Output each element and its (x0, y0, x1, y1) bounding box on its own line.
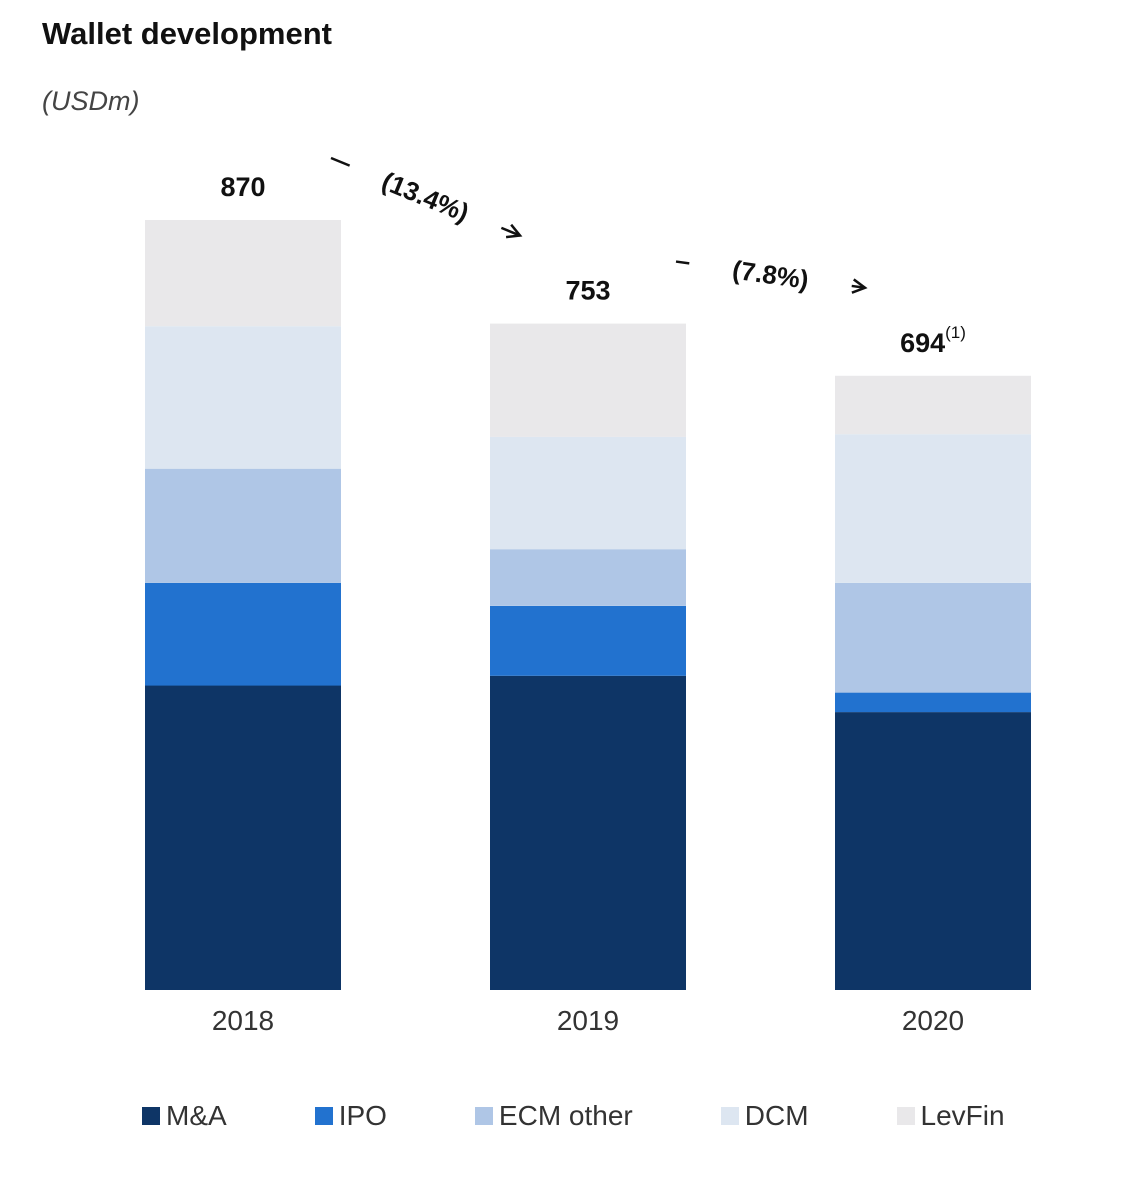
bar-segment-2020-dcm (835, 434, 1031, 583)
bar-segment-2020-m-a (835, 712, 1031, 990)
total-footnote-2020: (1) (945, 323, 966, 342)
annotation-arrow-line (500, 226, 521, 237)
legend-label-m-a: M&A (166, 1100, 227, 1131)
legend-swatch-m-a (142, 1107, 160, 1125)
bar-segment-2020-ecm-other (835, 582, 1031, 693)
change-annotation-2019-2020: (7.8%) (675, 255, 868, 295)
arrow-head (505, 223, 523, 239)
chart-legend: M&A IPO ECM other DCM LevFin (142, 1100, 1005, 1132)
bar-segment-2018-levfin (145, 220, 341, 327)
total-label-2019: 753 (565, 276, 610, 306)
x-tick-label-2020: 2020 (902, 1005, 964, 1036)
annotation-line (330, 156, 351, 167)
change-annotation-2018-2019: (13.4%) (330, 156, 523, 239)
bar-segment-2019-ecm-other (490, 549, 686, 606)
bar-segment-2018-m-a (145, 685, 341, 990)
legend-label-ecm-other: ECM other (498, 1100, 633, 1131)
bar-segment-2020-ipo (835, 692, 1031, 713)
legend-item-m-a: M&A (142, 1100, 227, 1132)
bar-segment-2018-dcm (145, 326, 341, 469)
x-tick-label-2018: 2018 (212, 1005, 274, 1036)
legend-item-ecm-other: ECM other (474, 1100, 633, 1132)
legend-swatch-dcm (720, 1107, 739, 1125)
stacked-bar-chart: 2018 870 2019 753 2020 694(1) (13.4%) (7.8%) (145, 156, 1031, 1036)
legend-item-dcm: DCM (720, 1100, 809, 1132)
bar-segment-2018-ipo (145, 582, 341, 686)
bar-segment-2019-ipo (490, 605, 686, 676)
total-label-2020: 694(1) (900, 323, 966, 358)
total-label-2018: 870 (220, 172, 265, 202)
arrow-head (851, 278, 868, 294)
annotation-label: (13.4%) (378, 166, 474, 228)
legend-label-levfin: LevFin (920, 1100, 1005, 1131)
chart-subtitle: (USDm) (42, 86, 140, 116)
chart-title: Wallet development (42, 16, 332, 51)
bar-segment-2019-dcm (490, 436, 686, 550)
legend-swatch-levfin (896, 1107, 915, 1125)
annotation-label: (7.8%) (731, 255, 811, 295)
legend-item-ipo: IPO (314, 1100, 387, 1132)
bar-segment-2019-m-a (490, 675, 686, 990)
legend-item-levfin: LevFin (896, 1100, 1005, 1132)
bar-segment-2020-levfin (835, 375, 1031, 435)
legend-label-dcm: DCM (744, 1100, 809, 1131)
annotation-line (675, 260, 690, 265)
legend-swatch-ecm-other (474, 1107, 493, 1125)
bar-segment-2018-ecm-other (145, 468, 341, 583)
x-tick-label-2019: 2019 (557, 1005, 619, 1036)
legend-swatch-ipo (314, 1107, 333, 1125)
legend-label-ipo: IPO (338, 1100, 387, 1131)
bar-segment-2019-levfin (490, 323, 686, 437)
